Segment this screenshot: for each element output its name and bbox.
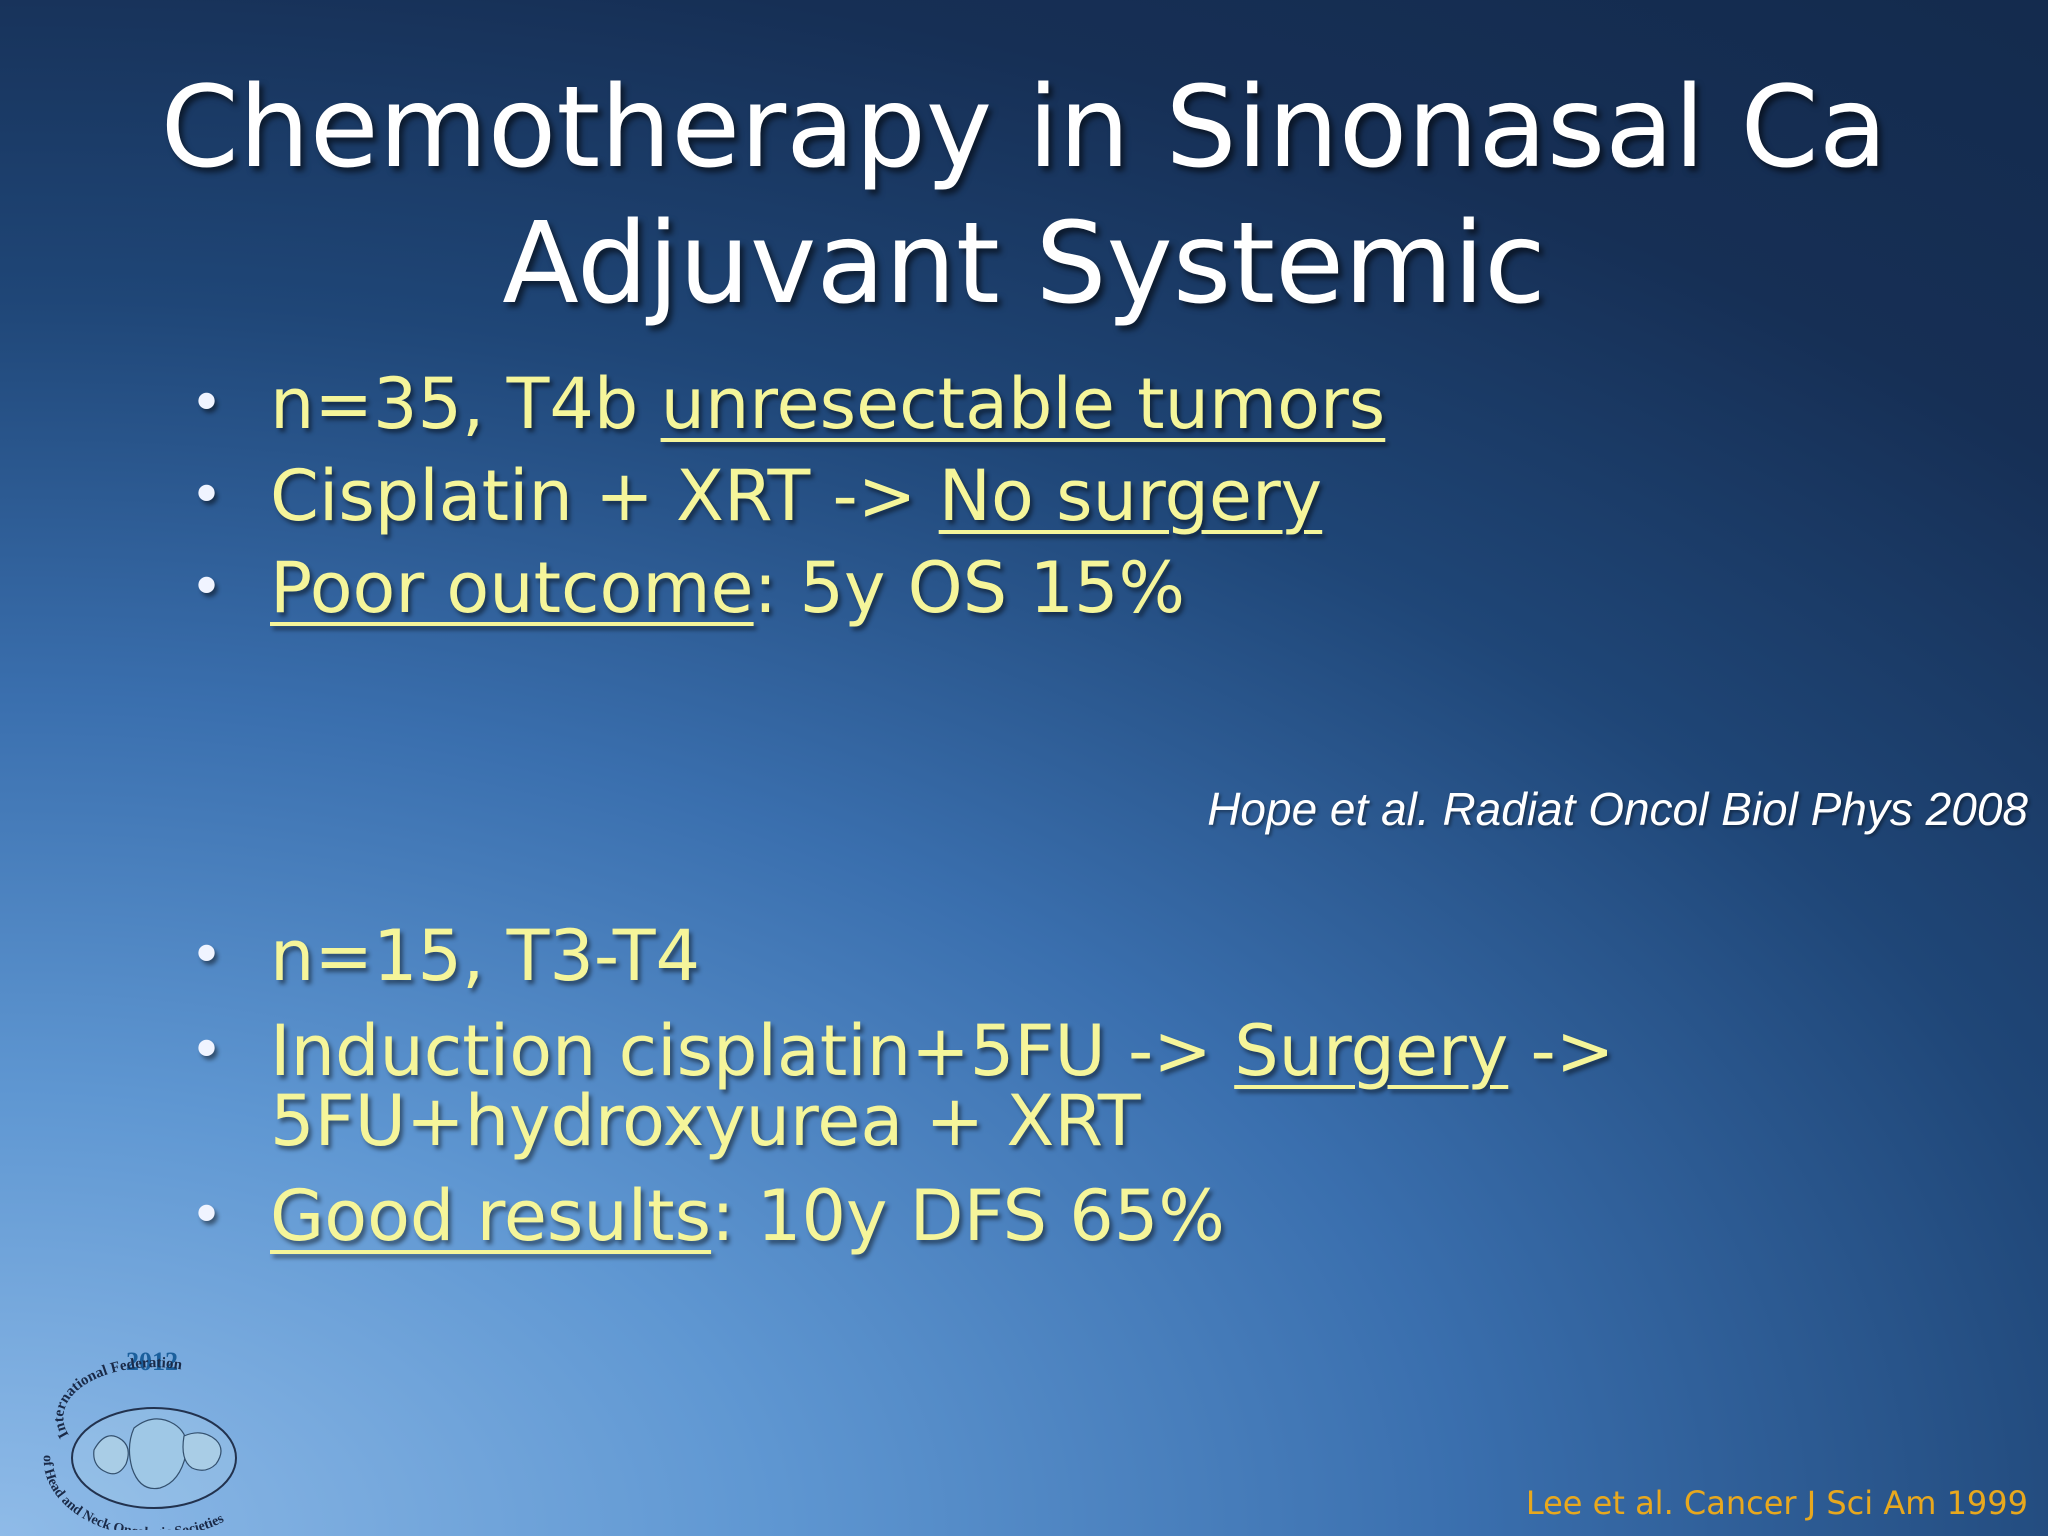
bullet-underlined: Good results <box>270 1175 712 1257</box>
bullet-item: • Cisplatin + XRT -> No surgery <box>190 450 1385 542</box>
logo-year: 2012 <box>126 1347 178 1376</box>
slide-title: Chemotherapy in Sinonasal Ca Adjuvant Sy… <box>0 60 2048 332</box>
bullet-icon: • <box>190 371 224 436</box>
bullet-item: • Induction cisplatin+5FU -> Surgery -> … <box>190 1004 1614 1168</box>
bullet-text-continued: 5FU+hydroxyurea + XRT <box>270 1080 1141 1162</box>
bullet-icon: • <box>190 555 224 620</box>
bullet-underlined: No surgery <box>938 455 1323 537</box>
bullet-icon: • <box>190 1183 224 1248</box>
title-line-1: Chemotherapy in Sinonasal Ca <box>160 63 1888 193</box>
bullet-text: Cisplatin + XRT -> <box>270 455 939 537</box>
bullet-icon: • <box>190 463 224 528</box>
bullet-underlined: Poor outcome <box>270 547 754 629</box>
bullet-icon: • <box>190 1018 224 1083</box>
ifhnos-logo: 2012 International Federation of Head an… <box>40 1347 237 1530</box>
citation-lee: Lee et al. Cancer J Sci Am 1999 <box>1525 1484 2028 1522</box>
citation-hope: Hope et al. Radiat Oncol Biol Phys 2008 <box>1207 783 2028 835</box>
bullet-underlined: Surgery <box>1234 1010 1509 1092</box>
bullet-text: Induction cisplatin+5FU -> <box>270 1010 1235 1092</box>
bullet-underlined: unresectable tumors <box>660 363 1386 445</box>
bullet-item: • Good results: 10y DFS 65% <box>190 1168 1614 1264</box>
bullet-item: • Poor outcome: 5y OS 15% <box>190 542 1385 634</box>
bullet-text: : 5y OS 15% <box>753 547 1186 629</box>
bullet-text: n=15, T3-T4 <box>270 915 701 997</box>
bullet-text: -> <box>1508 1010 1615 1092</box>
bullet-item: • n=15, T3-T4 <box>190 908 1614 1004</box>
bullet-icon: • <box>190 923 224 988</box>
title-line-2: Adjuvant Systemic <box>502 199 1546 329</box>
bullet-item: • n=35, T4b unresectable tumors <box>190 358 1385 450</box>
bullet-list-1: • n=35, T4b unresectable tumors • Cispla… <box>190 358 1385 634</box>
bullet-list-2: • n=15, T3-T4 • Induction cisplatin+5FU … <box>190 908 1614 1264</box>
bullet-text: n=35, T4b <box>270 363 661 445</box>
bullet-text: : 10y DFS 65% <box>711 1175 1225 1257</box>
